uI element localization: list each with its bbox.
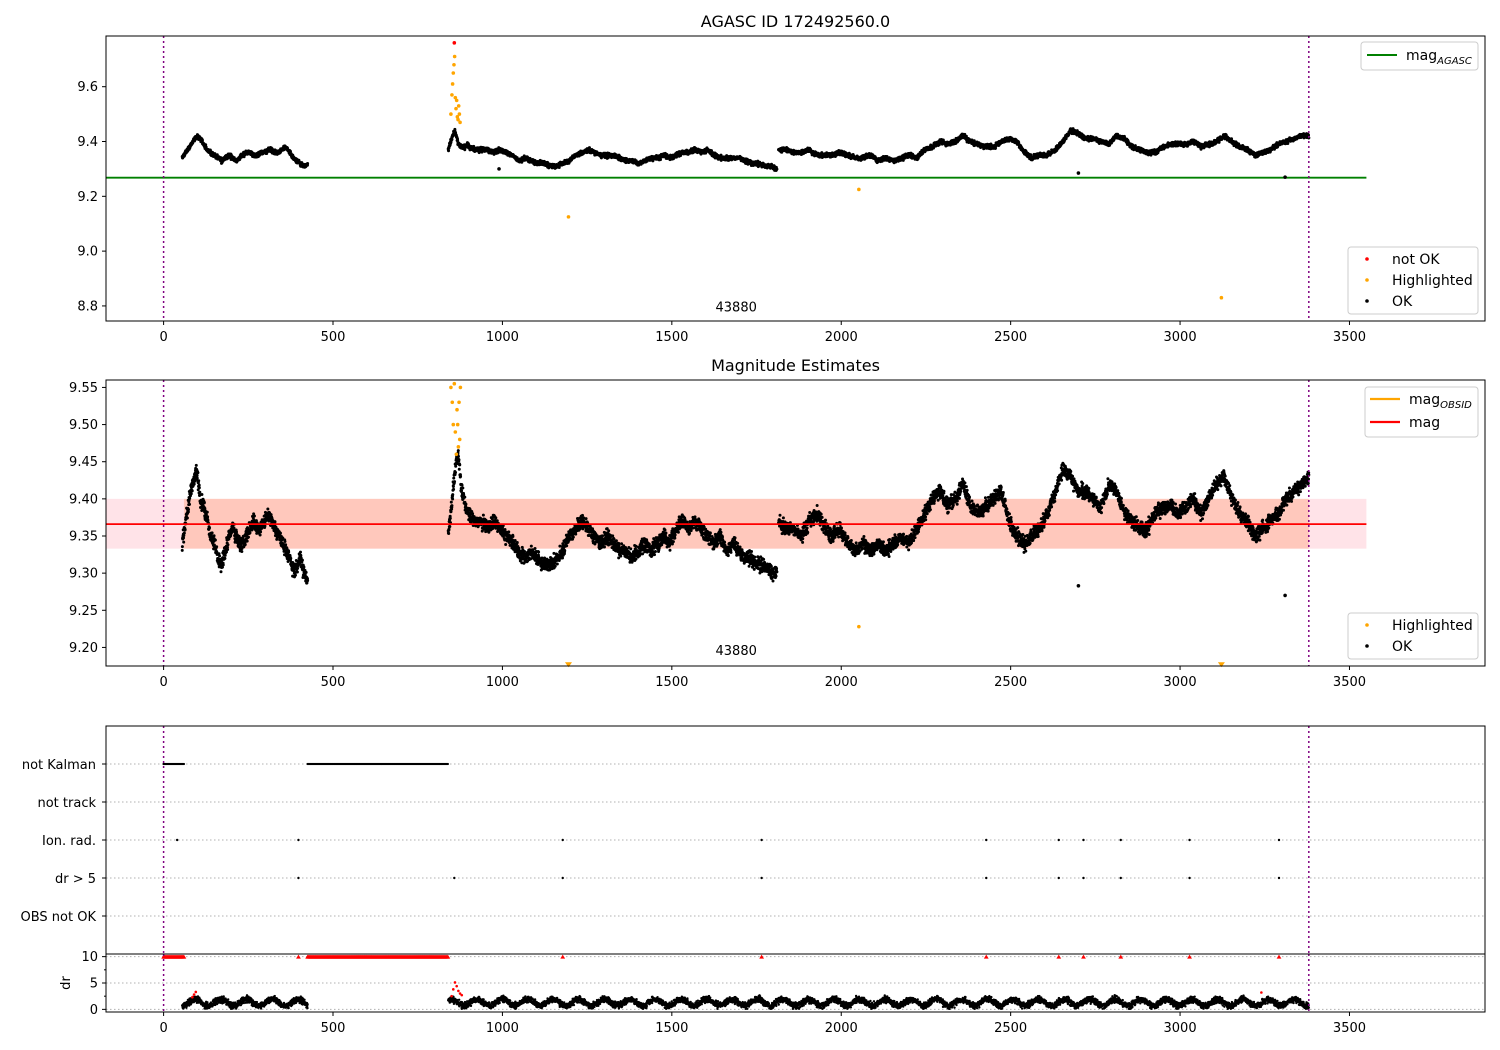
ok-point <box>775 167 779 171</box>
ok-point <box>450 137 454 141</box>
panel-title: AGASC ID 172492560.0 <box>701 12 890 31</box>
ok-point <box>447 149 451 153</box>
ok-point <box>200 138 204 142</box>
ok-point <box>306 162 310 166</box>
